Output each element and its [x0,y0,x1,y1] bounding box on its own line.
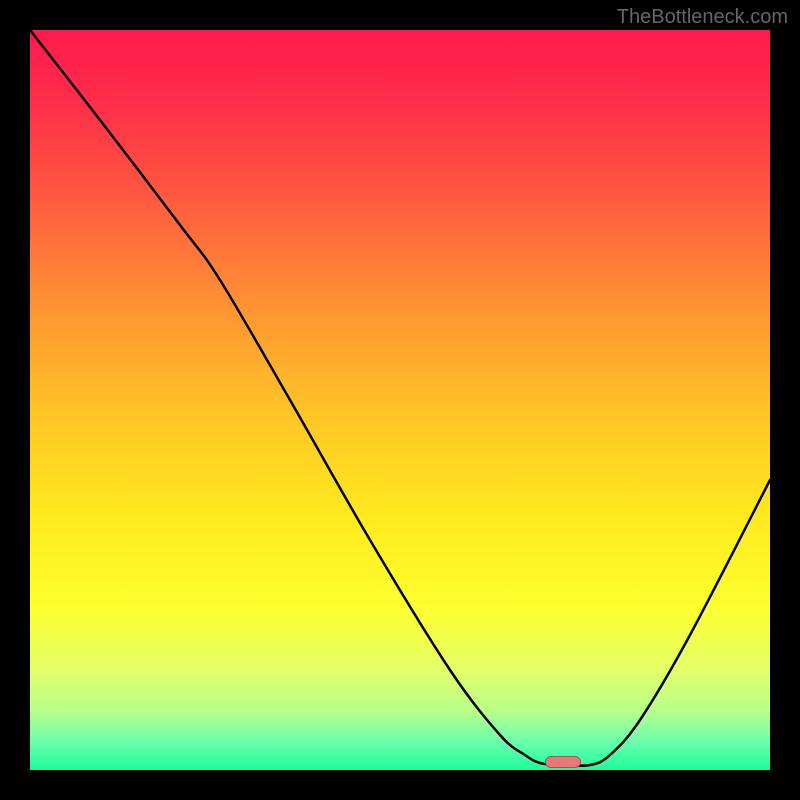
bottleneck-curve [30,30,770,770]
optimal-point-marker [545,756,581,768]
watermark-text: TheBottleneck.com [617,6,788,29]
plot-area [30,30,770,770]
